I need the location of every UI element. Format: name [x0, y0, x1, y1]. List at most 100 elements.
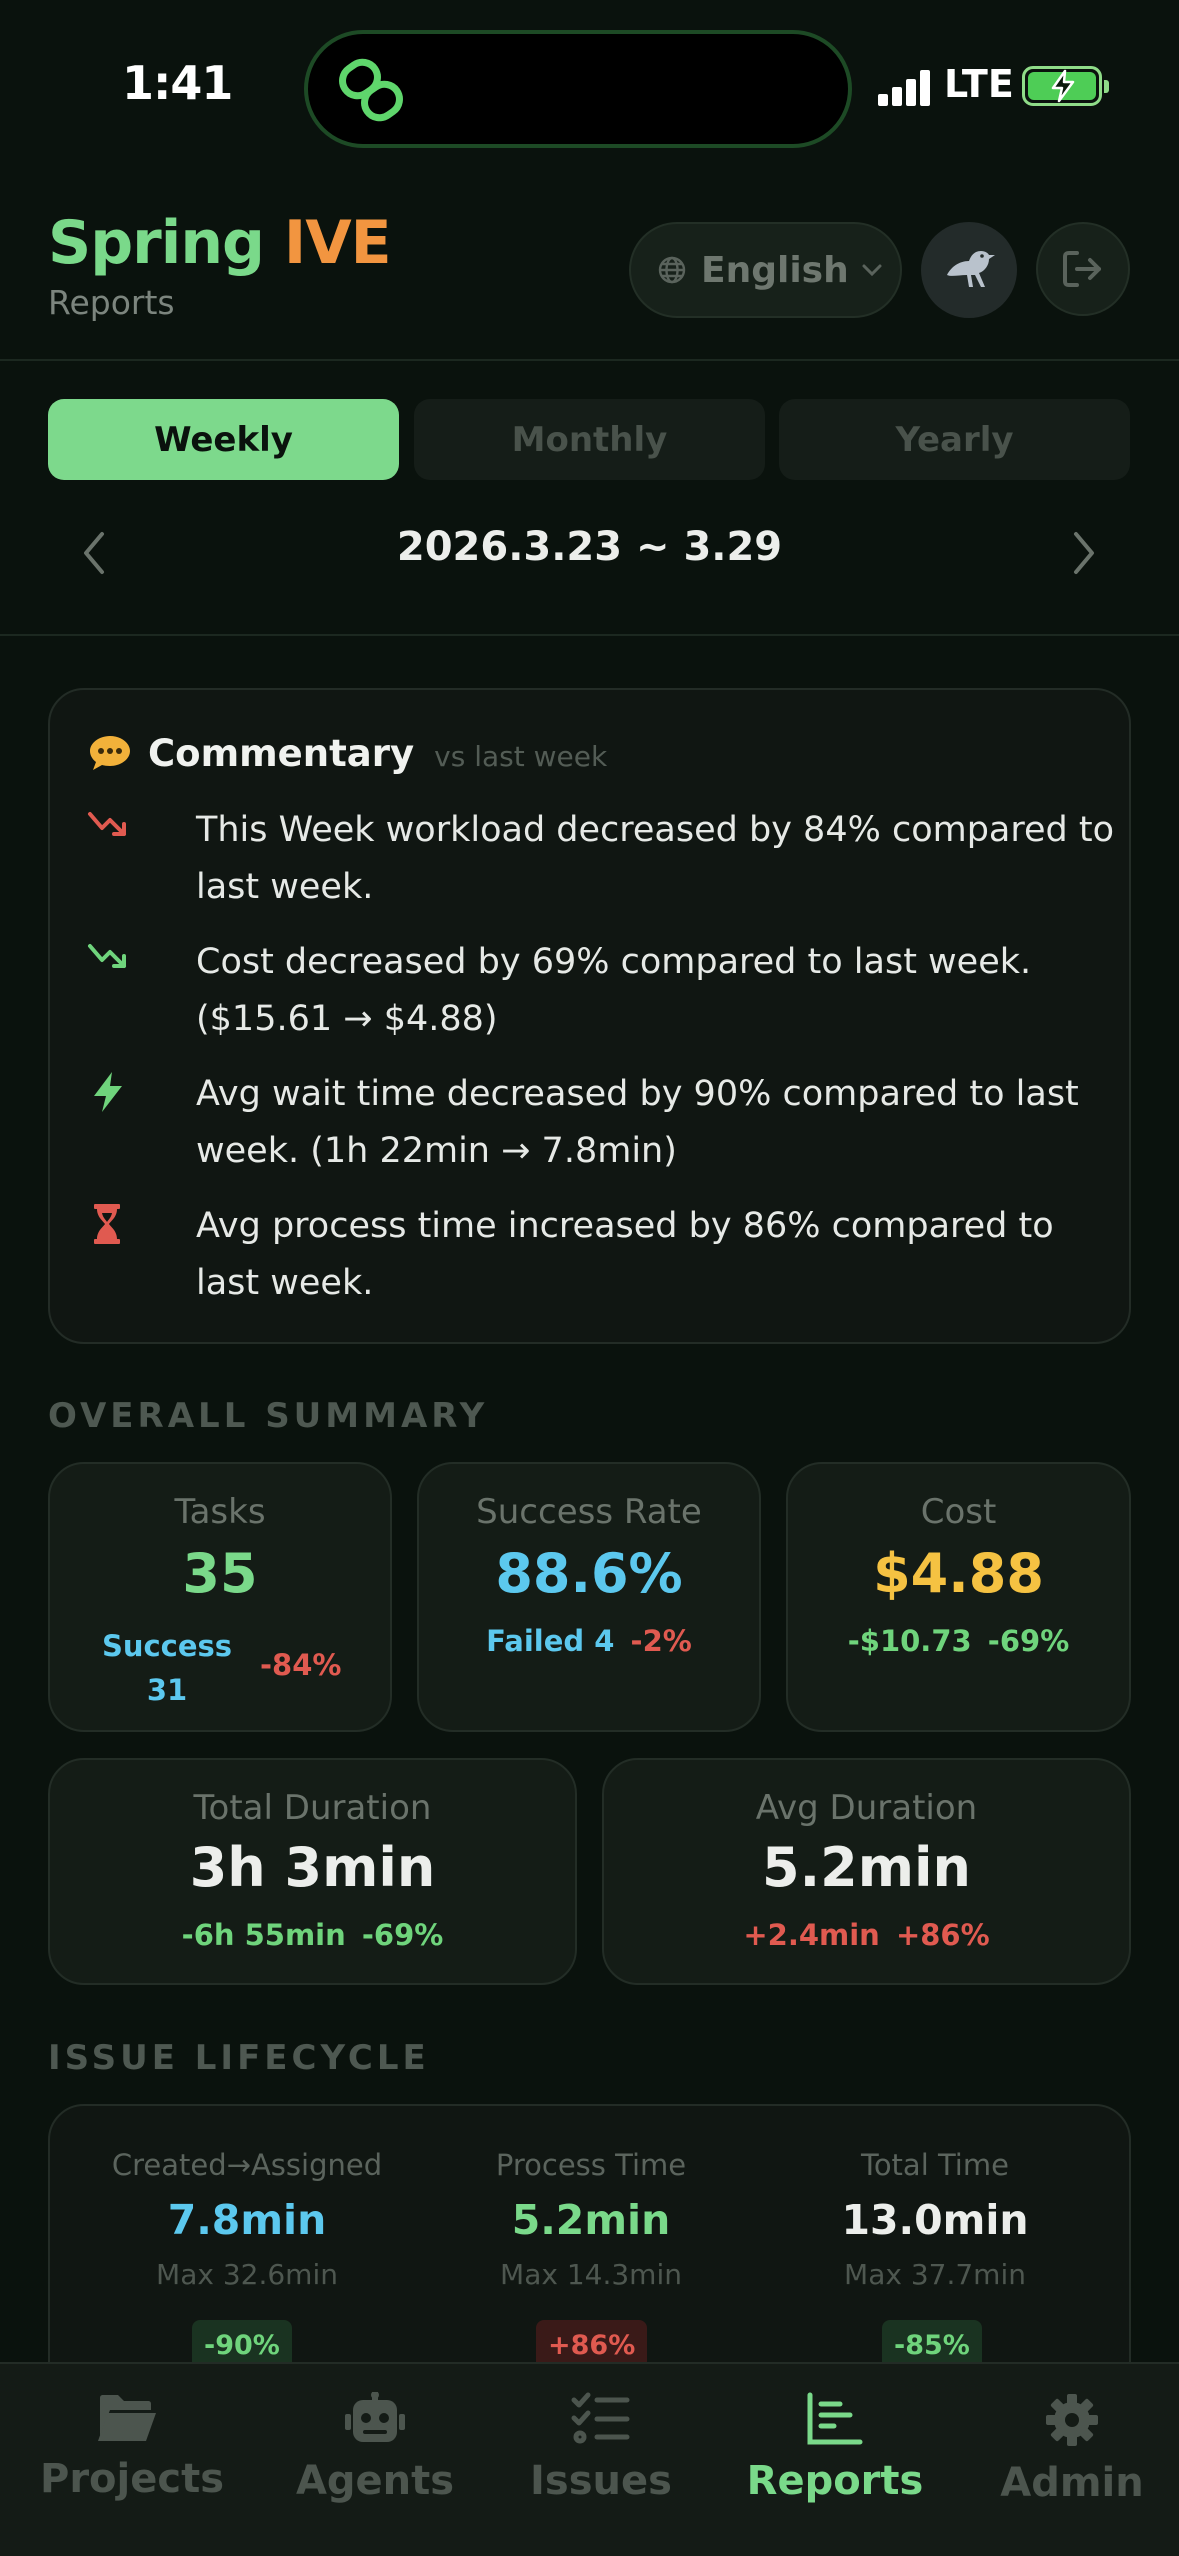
tasks-success-value: 31	[146, 1673, 188, 1707]
chevron-left-icon[interactable]	[74, 528, 114, 578]
theme-mascot-button[interactable]	[921, 222, 1017, 318]
cost-footer: -$10.73 -69%	[788, 1624, 1129, 1658]
trend-down-green-icon	[88, 944, 126, 968]
nav-label: Projects	[40, 2456, 225, 2502]
tab-yearly[interactable]: Yearly	[779, 399, 1130, 480]
nav-label: Admin	[1000, 2460, 1144, 2506]
commentary-title: Commentary	[148, 732, 415, 775]
chevron-right-icon[interactable]	[1064, 528, 1104, 578]
gear-icon	[1046, 2394, 1098, 2446]
tasks-success-label: Success	[101, 1629, 233, 1663]
chevron-down-icon	[862, 264, 882, 277]
cost-value: $4.88	[873, 1542, 1044, 1605]
tab-weekly[interactable]: Weekly	[48, 399, 399, 480]
lifecycle-label: Process Time	[495, 2148, 687, 2182]
nav-reports[interactable]: Reports	[744, 2392, 926, 2504]
avg-duration-delta: +2.4min	[743, 1918, 880, 1952]
lifecycle-max: Max 32.6min	[156, 2258, 338, 2291]
lifecycle-change-badge: +86%	[536, 2320, 648, 2370]
avg-duration-value: 5.2min	[762, 1836, 971, 1899]
nav-admin[interactable]: Admin	[996, 2392, 1148, 2506]
lifecycle-max: Max 14.3min	[500, 2258, 682, 2291]
battery-charging-icon	[1022, 66, 1109, 106]
network-type: LTE	[944, 62, 1014, 106]
link-icon	[339, 58, 403, 122]
page-subtitle: Reports	[48, 283, 175, 322]
failed-count: Failed 4	[486, 1624, 615, 1658]
globe-icon	[658, 256, 686, 284]
cost-label: Cost	[920, 1492, 997, 1532]
section-title-overall-summary: OVERALL SUMMARY	[48, 1396, 489, 1436]
language-label: English	[701, 249, 849, 291]
section-title-issue-lifecycle: ISSUE LIFECYCLE	[48, 2038, 430, 2078]
nav-issues[interactable]: Issues	[526, 2392, 676, 2504]
tab-monthly[interactable]: Monthly	[414, 399, 765, 480]
lifecycle-value: 7.8min	[167, 2196, 327, 2244]
trend-down-red-icon	[88, 812, 126, 836]
commentary-text: Avg process time increased by 86% compar…	[196, 1206, 1054, 1303]
app-title: Spring IVE	[48, 208, 392, 278]
nav-label: Agents	[295, 2458, 455, 2504]
cost-change: -69%	[987, 1624, 1070, 1658]
status-time: 1:41	[122, 56, 233, 110]
folder-icon	[98, 2395, 156, 2441]
total-duration-footer: -6h 55min -69%	[50, 1918, 575, 1952]
bird-icon	[947, 251, 995, 287]
tasks-label: Tasks	[174, 1492, 266, 1532]
checklist-icon	[571, 2392, 630, 2444]
avg-duration-change: +86%	[895, 1918, 990, 1952]
nav-label: Reports	[746, 2458, 924, 2504]
date-range: 2026.3.23 ~ 3.29	[396, 524, 783, 570]
total-duration-change: -69%	[361, 1918, 444, 1952]
avg-duration-label: Avg Duration	[755, 1788, 978, 1828]
commentary-text: This Week workload decreased by 84% comp…	[196, 810, 1115, 907]
avg-duration-card: Avg Duration 5.2min +2.4min +86%	[602, 1758, 1131, 1985]
tasks-success: Success 31	[50, 1624, 284, 1712]
commentary-card: Commentary vs last week This Week worklo…	[48, 688, 1131, 1344]
commentary-text: Cost decreased by 69% compared to last w…	[196, 942, 1032, 1039]
success-rate-change: -2%	[630, 1624, 692, 1658]
language-selector[interactable]: English	[629, 222, 902, 318]
logout-icon	[1063, 251, 1101, 287]
total-duration-label: Total Duration	[193, 1788, 432, 1828]
signal-bars-icon	[878, 70, 932, 106]
commentary-text: Avg wait time decreased by 90% compared …	[196, 1074, 1079, 1171]
logout-button[interactable]	[1036, 222, 1130, 316]
nav-agents[interactable]: Agents	[294, 2392, 456, 2504]
cost-card: Cost $4.88 -$10.73 -69%	[786, 1462, 1131, 1732]
brand-secondary: IVE	[283, 208, 392, 278]
lifecycle-value: 5.2min	[511, 2196, 671, 2244]
success-rate-label: Success Rate	[476, 1492, 702, 1532]
robot-icon	[345, 2392, 405, 2442]
total-duration-delta: -6h 55min	[181, 1918, 346, 1952]
total-duration-value: 3h 3min	[189, 1836, 436, 1899]
lifecycle-label: Created→Assigned	[111, 2148, 383, 2182]
range-divider	[0, 634, 1179, 636]
cost-delta: -$10.73	[847, 1624, 972, 1658]
lifecycle-label: Total Time	[861, 2148, 1009, 2182]
nav-label: Issues	[530, 2458, 672, 2504]
brand-primary: Spring	[48, 208, 265, 278]
bottom-navigation: Projects Agents Issues Reports Admin	[0, 2362, 1179, 2556]
header-divider	[0, 359, 1179, 361]
lifecycle-change-badge: -90%	[192, 2320, 292, 2370]
total-duration-card: Total Duration 3h 3min -6h 55min -69%	[48, 1758, 577, 1985]
lifecycle-change-badge: -85%	[882, 2320, 982, 2370]
success-rate-value: 88.6%	[495, 1542, 683, 1605]
success-rate-card: Success Rate 88.6% Failed 4 -2%	[417, 1462, 761, 1732]
bar-chart-icon	[807, 2392, 863, 2445]
tasks-card: Tasks 35 Success 31 -84%	[48, 1462, 392, 1732]
lightning-icon	[94, 1072, 122, 1112]
lifecycle-value: 13.0min	[841, 2196, 1029, 2244]
avg-duration-footer: +2.4min +86%	[604, 1918, 1129, 1952]
dynamic-island	[304, 30, 852, 148]
tasks-change: -84%	[260, 1648, 342, 1682]
tasks-value: 35	[182, 1542, 258, 1605]
commentary-header: Commentary vs last week	[88, 728, 607, 775]
lifecycle-max: Max 37.7min	[844, 2258, 1026, 2291]
speech-bubble-icon	[90, 736, 130, 770]
nav-projects[interactable]: Projects	[40, 2392, 225, 2502]
success-rate-footer: Failed 4 -2%	[419, 1624, 759, 1658]
hourglass-icon	[94, 1204, 120, 1244]
